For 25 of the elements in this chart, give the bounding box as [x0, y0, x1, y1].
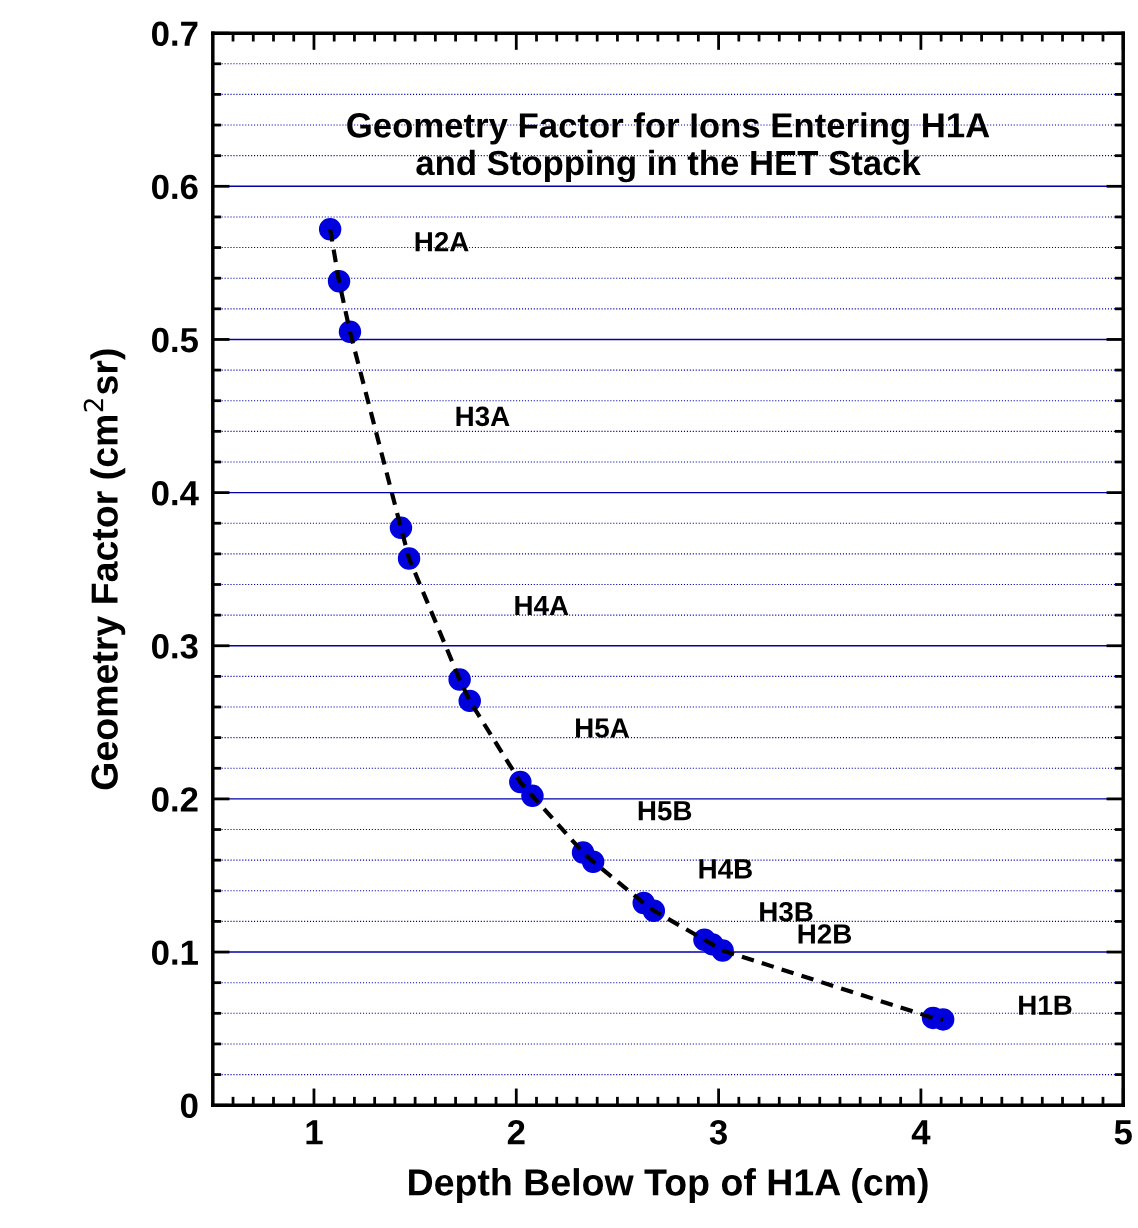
x-tick-label: 5 — [1114, 1120, 1132, 1145]
annotation: H3A — [456, 406, 510, 427]
annotation: H3B — [760, 901, 813, 922]
y-tick-label: 0.6 — [152, 174, 198, 200]
y-tick-label: 0.3 — [152, 634, 198, 659]
annotation: H4A — [515, 595, 569, 616]
annotation: H4B — [699, 859, 752, 879]
x-tick-label: 3 — [709, 1120, 727, 1145]
y-tick-label: 0 — [180, 1093, 198, 1119]
x-axis-title: Depth Below Top of H1A (cm) — [409, 1168, 928, 1204]
annotation: H2A — [415, 231, 469, 252]
y-tick-label: 0.7 — [152, 21, 198, 47]
y-tick-label: 0.4 — [152, 480, 199, 506]
y-axis-title: Geometry Factor (cm$^{2}$sr) — [83, 349, 126, 790]
annotation: H5A — [576, 718, 630, 738]
text: Geometry Factor for Ions Entering H1A and Stopping in the HET Stack — [347, 112, 990, 183]
y-tick-label: 0.1 — [152, 940, 198, 965]
annotation: H1B — [1019, 995, 1072, 1015]
x-tick-label: 4 — [911, 1120, 931, 1145]
y-tick-label: 0.5 — [152, 327, 198, 353]
annotation: H2B — [798, 924, 852, 944]
x-tick-label: 2 — [507, 1120, 525, 1145]
annotation: H5B — [638, 801, 692, 821]
x-tick-label: 1 — [306, 1120, 323, 1145]
y-tick-label: 0.2 — [152, 787, 198, 812]
